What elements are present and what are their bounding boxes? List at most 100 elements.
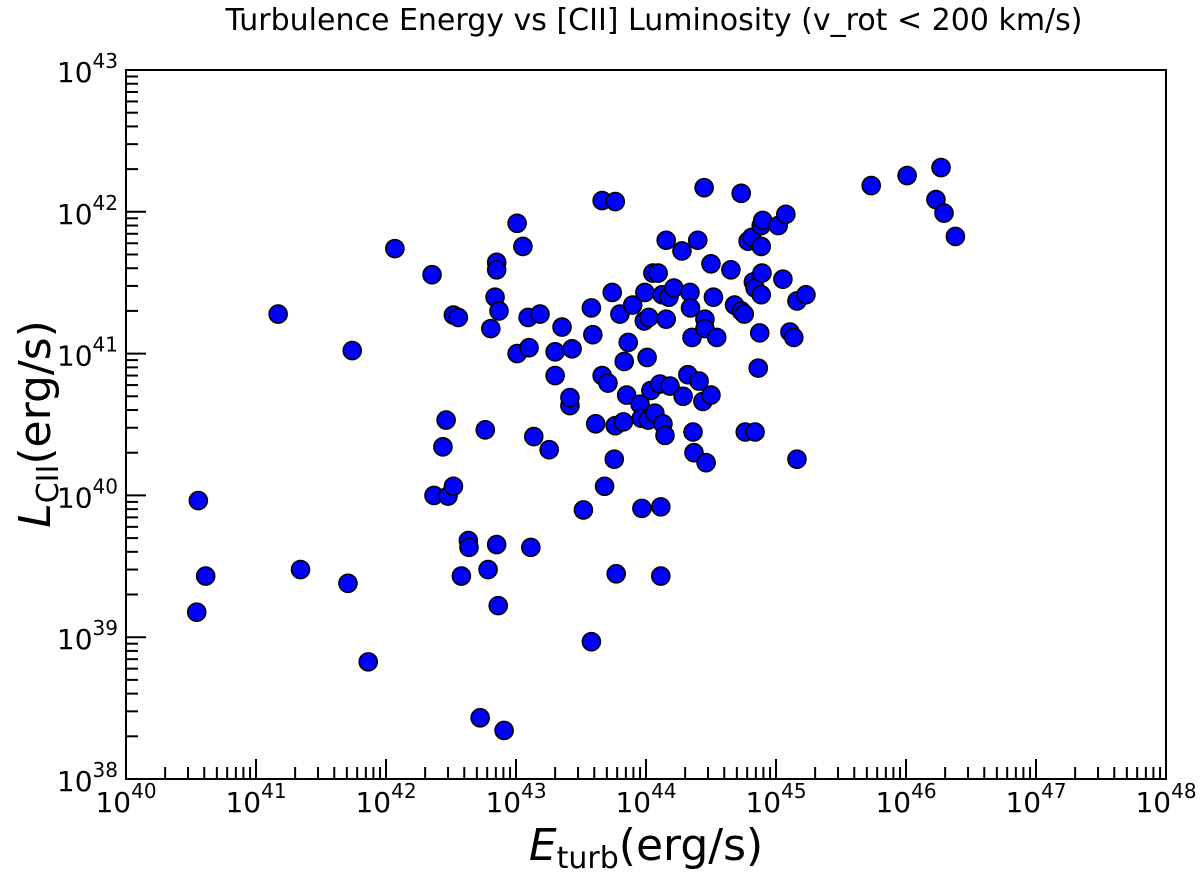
data-point xyxy=(188,490,209,511)
y-tick-label: 1042 xyxy=(57,191,118,231)
data-point xyxy=(696,452,716,473)
x-tick-label: 1046 xyxy=(875,779,936,819)
data-point xyxy=(290,559,311,580)
data-point xyxy=(664,278,684,298)
data-point xyxy=(560,387,580,408)
data-point xyxy=(934,203,954,223)
y-tick-label: 1040 xyxy=(57,474,118,514)
data-point xyxy=(486,259,507,280)
data-point xyxy=(602,282,623,303)
data-point xyxy=(734,304,755,324)
data-point xyxy=(581,631,602,652)
data-point xyxy=(616,385,637,405)
data-point xyxy=(683,422,703,442)
x-tick-label: 1045 xyxy=(745,779,806,819)
data-point xyxy=(581,298,602,318)
data-point xyxy=(731,183,752,204)
data-point xyxy=(861,175,882,196)
data-point xyxy=(583,324,603,345)
data-point xyxy=(475,420,496,440)
data-point xyxy=(451,566,472,586)
x-axis-label-unit: (erg/s) xyxy=(619,820,763,871)
y-tick-labels: 1038 1039 1040 1041 1042 1043 xyxy=(57,49,118,798)
data-point xyxy=(656,230,676,251)
data-point xyxy=(443,476,464,497)
chart-title: Turbulence Energy vs [CII] Luminosity (v… xyxy=(225,3,1083,38)
x-tick-label: 1042 xyxy=(355,779,416,819)
data-point xyxy=(680,298,701,318)
data-point xyxy=(186,602,207,623)
data-point xyxy=(648,263,668,283)
data-point xyxy=(422,264,442,285)
data-point xyxy=(787,449,807,470)
data-point xyxy=(752,263,772,283)
data-point xyxy=(513,236,533,257)
data-point xyxy=(638,307,659,328)
data-point xyxy=(268,304,288,324)
x-axis-label-sub: turb xyxy=(557,841,619,871)
data-point xyxy=(706,327,727,348)
data-point xyxy=(614,351,635,372)
data-point xyxy=(195,566,216,586)
data-point xyxy=(945,226,966,247)
data-point xyxy=(481,318,501,339)
y-axis-label-sub: CII xyxy=(31,465,66,504)
y-tick-label: 1043 xyxy=(57,49,118,89)
data-point xyxy=(585,413,606,434)
data-point xyxy=(530,304,550,324)
data-point xyxy=(655,425,675,446)
data-point xyxy=(773,269,793,289)
data-point xyxy=(433,437,453,457)
data-point xyxy=(488,595,509,616)
data-point xyxy=(604,449,625,470)
data-point xyxy=(436,410,456,430)
data-point xyxy=(342,340,363,361)
data-point xyxy=(660,376,680,396)
data-point xyxy=(459,537,479,558)
data-point xyxy=(632,498,652,519)
data-point xyxy=(931,157,951,178)
data-point xyxy=(749,323,770,343)
data-point xyxy=(605,191,626,212)
x-tick-label: 1048 xyxy=(1135,779,1196,819)
x-axis-label: Eturb(erg/s) xyxy=(529,820,763,871)
data-point xyxy=(622,295,643,315)
y-axis-label-main: L xyxy=(10,503,61,528)
x-axis-label-main: E xyxy=(529,820,557,871)
data-point xyxy=(796,284,816,305)
data-point xyxy=(635,282,655,303)
data-point xyxy=(448,307,469,328)
y-tick-label: 1038 xyxy=(57,758,118,798)
data-point xyxy=(689,371,709,391)
data-point xyxy=(523,426,544,447)
data-points xyxy=(186,157,966,741)
data-point xyxy=(745,422,765,442)
x-tick-label: 1043 xyxy=(485,779,546,819)
data-point xyxy=(385,238,405,259)
data-point xyxy=(358,652,379,672)
data-point xyxy=(651,497,671,517)
data-point xyxy=(552,317,572,337)
data-point xyxy=(486,534,507,555)
data-point xyxy=(672,241,692,261)
x-tick-label: 1041 xyxy=(225,779,286,819)
data-point xyxy=(606,563,627,584)
data-point xyxy=(562,339,582,359)
data-point xyxy=(701,253,721,274)
data-point xyxy=(478,559,498,580)
data-point xyxy=(598,373,618,393)
x-tick-labels: 1040 1041 1042 1043 1044 1045 1046 1047 1048 xyxy=(95,779,1196,819)
data-point xyxy=(539,439,559,460)
data-point xyxy=(703,287,724,307)
data-point xyxy=(897,165,917,186)
data-point xyxy=(701,385,721,405)
y-axis-label: LCII(erg/s) xyxy=(10,320,66,528)
x-tick-label: 1040 xyxy=(95,779,156,819)
y-axis-label-unit: (erg/s) xyxy=(10,320,61,464)
data-point xyxy=(519,337,539,358)
data-point xyxy=(673,386,693,407)
data-point xyxy=(545,365,565,386)
data-point xyxy=(721,259,741,280)
data-point xyxy=(613,412,634,432)
